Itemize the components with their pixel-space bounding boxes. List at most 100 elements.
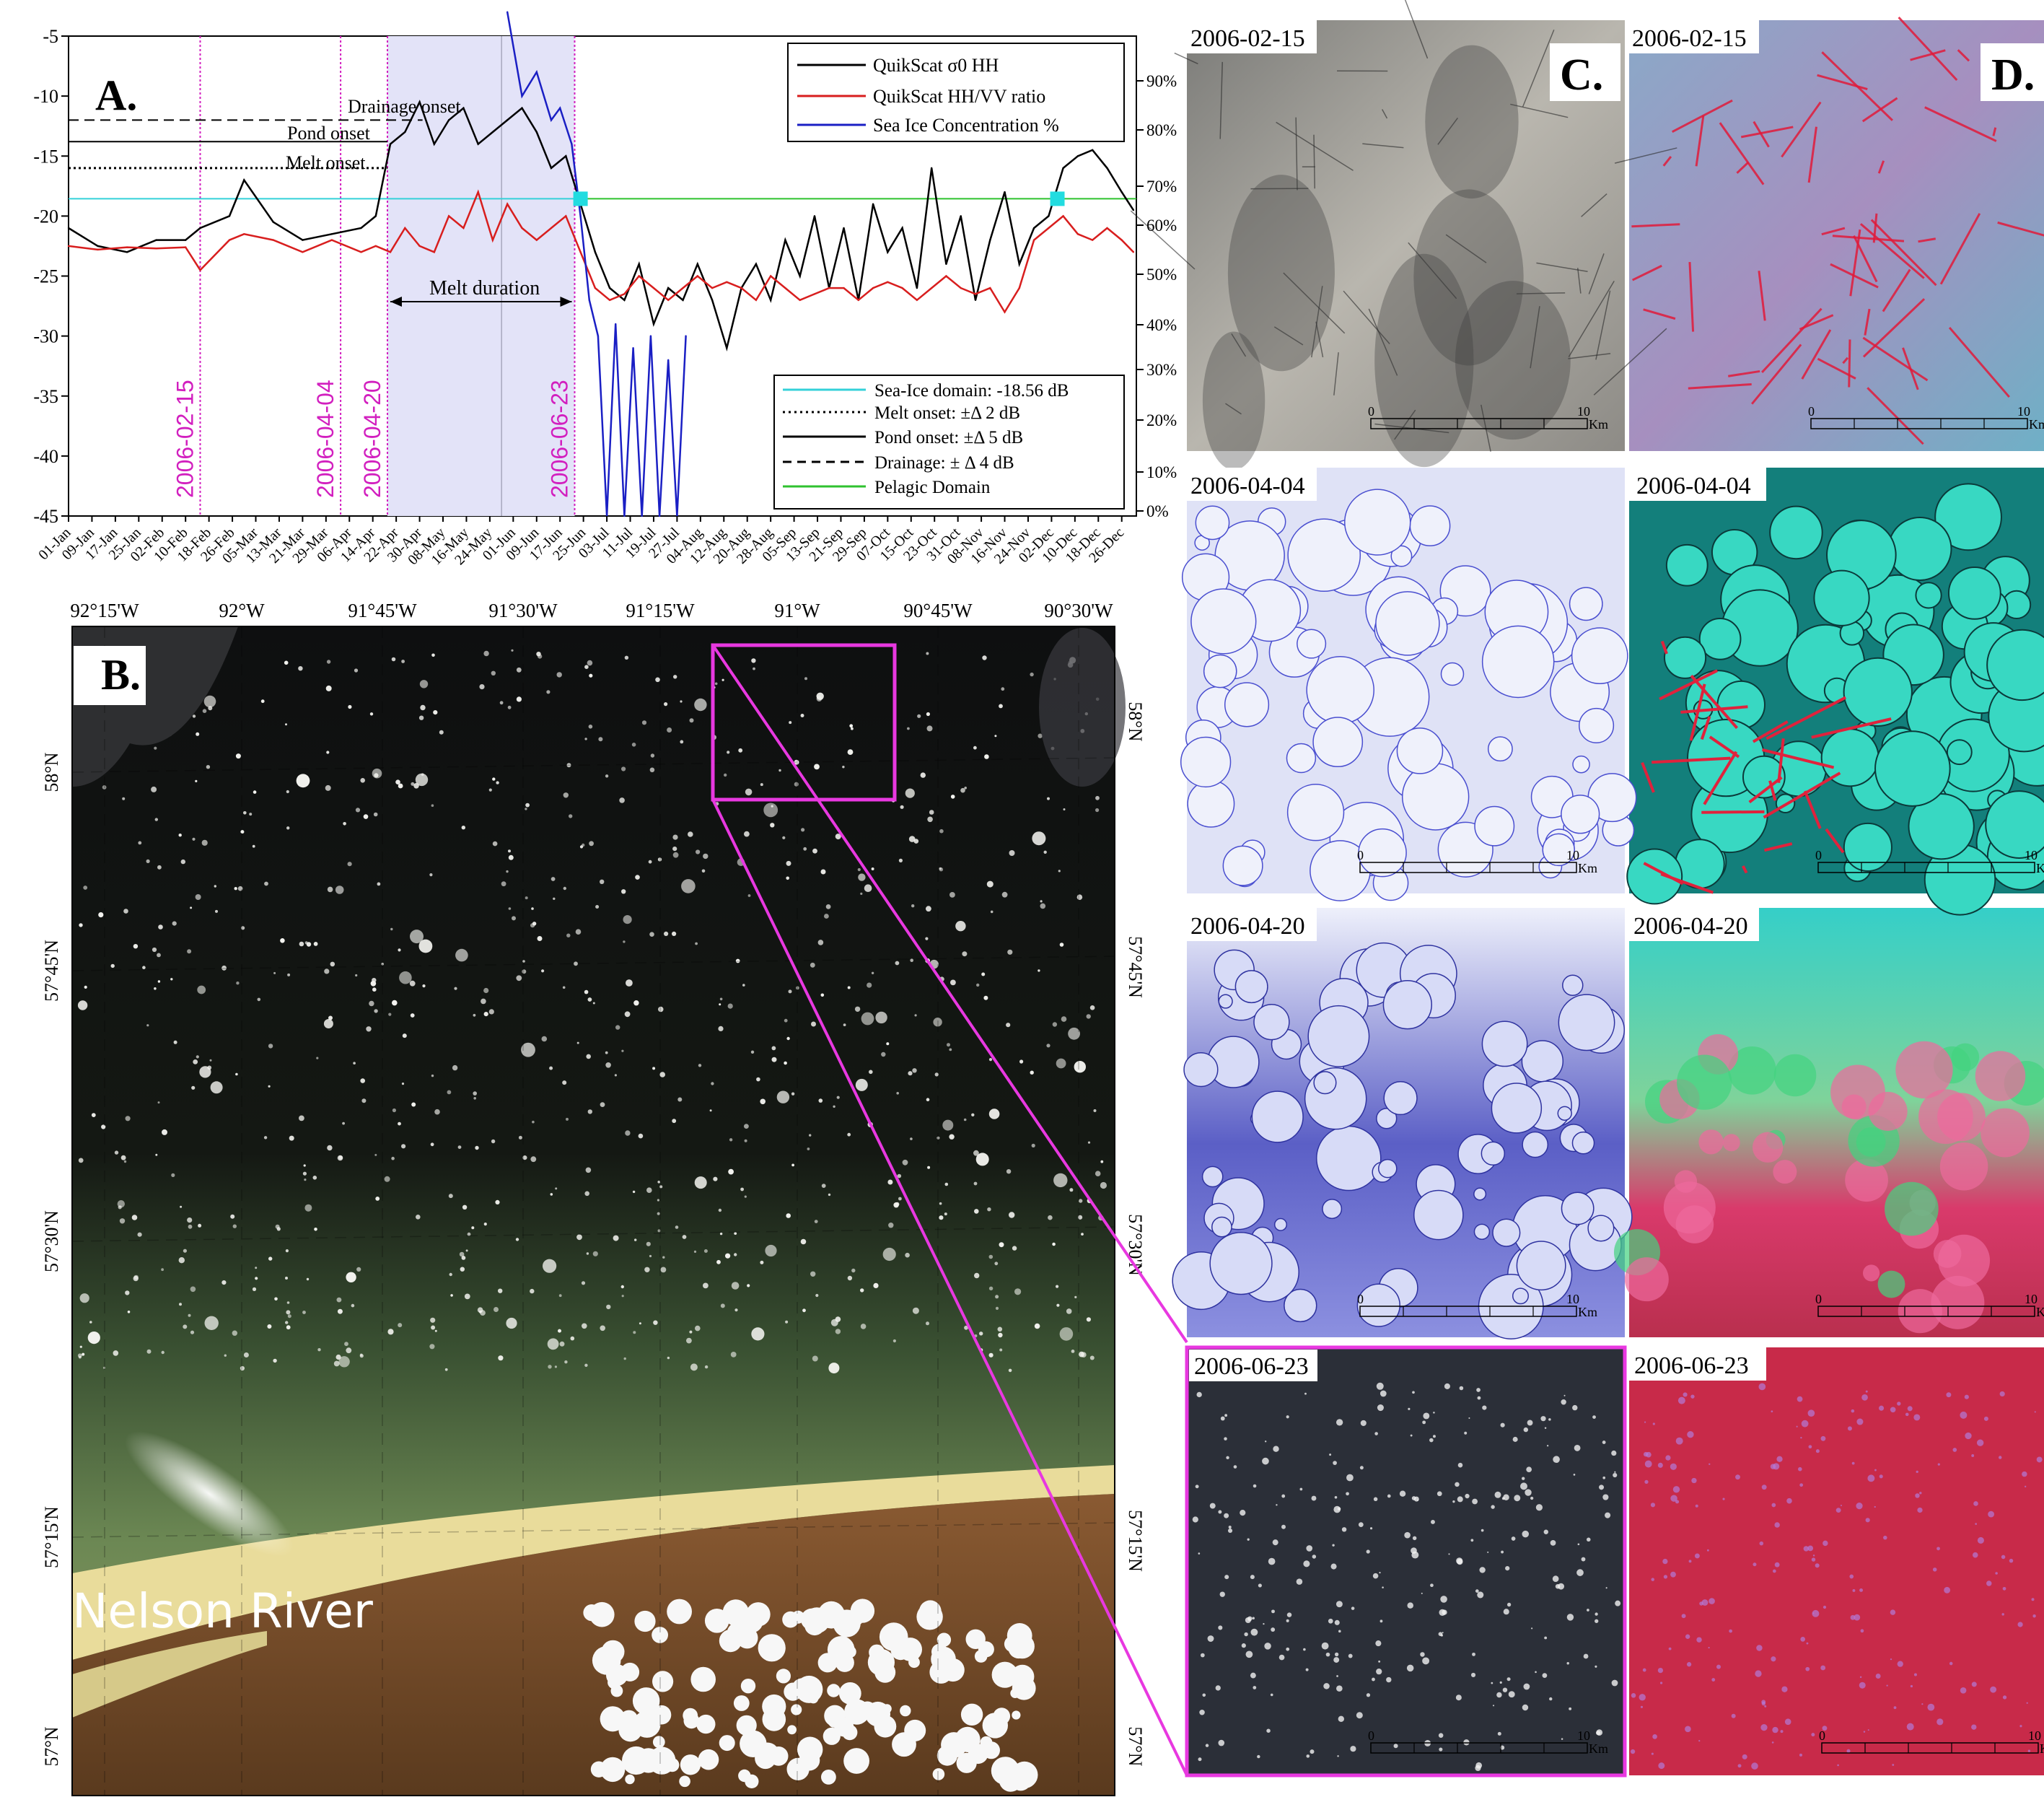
ice-fragment xyxy=(1482,1405,1487,1410)
map-latitude-label-left: 57°N xyxy=(41,1726,62,1766)
scale-bar-ten: 10 xyxy=(2028,1728,2041,1743)
ice-crack xyxy=(1313,134,1315,189)
ice-floe xyxy=(1056,1058,1066,1069)
ice-floe xyxy=(802,1308,806,1313)
ice-floe xyxy=(260,699,265,704)
ice-floe xyxy=(479,684,485,690)
cloud xyxy=(904,1719,926,1741)
ice-floe xyxy=(971,1113,975,1117)
ice-floe xyxy=(995,1295,999,1299)
ice-floe xyxy=(905,1252,910,1258)
ice-fragment xyxy=(1372,1677,1375,1682)
data-point xyxy=(535,239,538,241)
ice-floe xyxy=(459,1251,465,1257)
ice-crack xyxy=(1362,143,1404,149)
ice-floe xyxy=(287,1314,291,1319)
ice-fragment xyxy=(1786,1498,1792,1504)
data-point xyxy=(916,287,918,289)
ice-floe xyxy=(576,1041,579,1044)
ice-fragment xyxy=(1861,1394,1868,1401)
data-point xyxy=(711,287,714,289)
ice-floe xyxy=(1722,1134,1740,1152)
ice-floe xyxy=(929,810,934,815)
ice-floe xyxy=(264,881,268,886)
ice-fragment xyxy=(1338,1630,1341,1633)
ice-floe xyxy=(1019,1059,1024,1064)
ice-floe xyxy=(898,858,903,862)
cloud xyxy=(600,1706,626,1732)
ice-lead xyxy=(1867,387,1924,445)
scale-bar-box xyxy=(1370,1742,1588,1754)
ice-floe xyxy=(934,1072,939,1077)
ice-fragment xyxy=(1209,1503,1216,1509)
ice-fragment xyxy=(1614,1471,1616,1473)
ice-floe xyxy=(157,865,162,870)
ice-fragment xyxy=(1672,1486,1680,1493)
data-point xyxy=(1132,251,1135,253)
ice-fragment xyxy=(1751,1762,1758,1770)
ice-fragment xyxy=(1372,1573,1379,1579)
ice-lead xyxy=(1652,756,1731,764)
ice-floe xyxy=(908,1071,913,1076)
ice-floe xyxy=(734,1253,737,1256)
ice-floe xyxy=(1251,1090,1304,1143)
ice-fragment xyxy=(1822,1726,1828,1731)
data-point xyxy=(1032,239,1035,241)
cloud xyxy=(1006,1623,1032,1648)
ice-floe xyxy=(1946,739,1973,766)
ice-fragment xyxy=(1927,1703,1935,1711)
ice-floe xyxy=(734,1308,738,1312)
cloud-shadow xyxy=(1202,331,1266,471)
ice-floe xyxy=(188,1313,191,1317)
ice-fragment xyxy=(2027,1749,2031,1752)
ice-floe xyxy=(125,1116,131,1122)
ice-floe xyxy=(939,1215,944,1220)
ice-floe xyxy=(920,772,926,778)
data-point xyxy=(330,233,333,235)
y2-tick-label: 40% xyxy=(1146,316,1177,334)
map-beach xyxy=(72,1465,1115,1660)
map-latitude-labels-left: 58°N57°45'N57°30'N57°15'N57°N xyxy=(41,752,62,1766)
ice-crack xyxy=(1568,280,1615,358)
scale-bar-unit: Km xyxy=(2029,417,2044,432)
ice-fragment xyxy=(1257,1754,1260,1759)
ice-fragment xyxy=(1523,1427,1528,1433)
ice-fragment xyxy=(1971,1454,1975,1457)
ice-floe xyxy=(536,652,541,657)
data-point xyxy=(155,248,157,250)
cloud xyxy=(838,1682,861,1705)
ice-floe xyxy=(1030,672,1034,677)
ice-floe xyxy=(1440,662,1465,686)
ice-floe xyxy=(1052,1242,1056,1246)
ice-fragment xyxy=(1198,1757,1202,1762)
tile-c-2006-06-23 xyxy=(1185,1345,1627,1778)
ice-floe xyxy=(672,852,679,858)
ice-floe xyxy=(584,738,587,740)
ice-floe xyxy=(871,971,874,975)
ice-fragment xyxy=(1264,1440,1267,1443)
ice-fragment xyxy=(1735,1474,1740,1480)
ice-floe xyxy=(588,725,593,729)
ice-floe xyxy=(183,1249,187,1253)
date-line-labels: 2006-02-15 2006-04-04 2006-04-20 2006-06-23 xyxy=(172,380,572,498)
ice-fragment xyxy=(1753,1562,1757,1567)
ice-fragment xyxy=(1773,1463,1780,1470)
ice-floe xyxy=(575,929,582,935)
legend-bottom: Sea-Ice domain: -18.56 dB Melt onset: ±Δ… xyxy=(773,375,1125,510)
ice-fragment xyxy=(1595,1619,1599,1623)
ice-floe xyxy=(847,1132,851,1137)
ice-floe xyxy=(209,1059,212,1062)
data-point xyxy=(565,155,567,157)
ice-floe xyxy=(467,1232,471,1236)
ice-floe xyxy=(680,740,684,744)
ice-floe xyxy=(719,1232,723,1236)
ice-fragment xyxy=(1360,1420,1367,1426)
ice-fragment xyxy=(1192,1516,1198,1523)
ice-floe xyxy=(1898,1289,1942,1334)
data-point xyxy=(872,287,874,289)
ice-fragment xyxy=(1535,1671,1537,1674)
ice-floe xyxy=(255,1277,258,1280)
ice-floe xyxy=(900,805,904,809)
ice-fragment xyxy=(1846,1749,1851,1753)
ice-fragment xyxy=(1286,1415,1289,1419)
